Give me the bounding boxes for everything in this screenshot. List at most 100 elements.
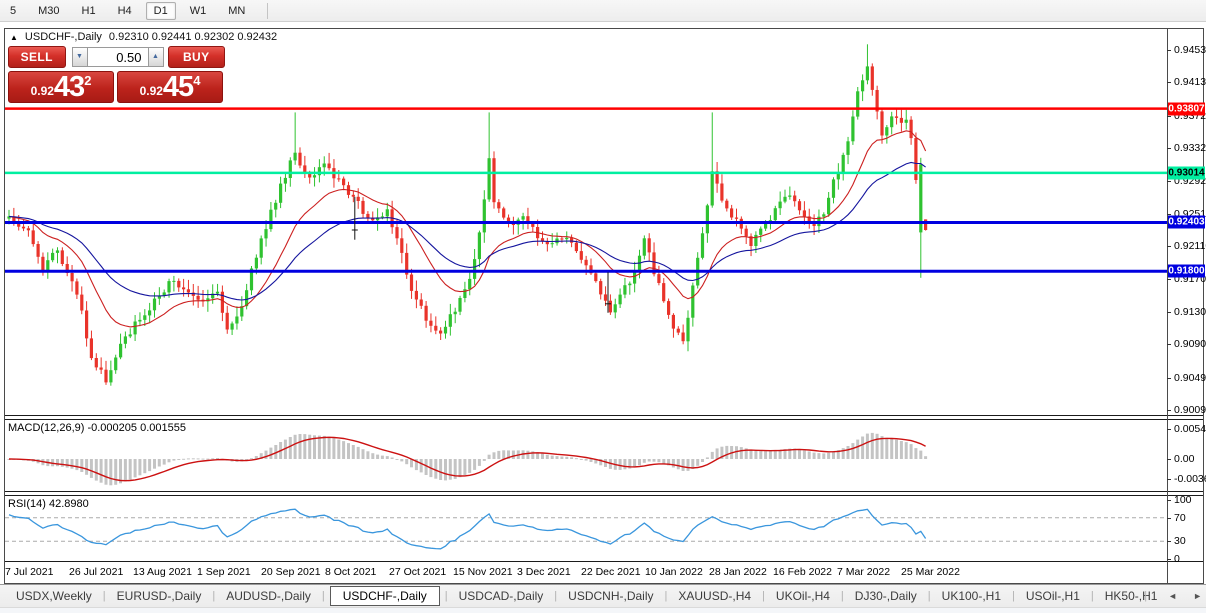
tab-scroll-left-icon[interactable]: ◄ — [1168, 591, 1178, 601]
axis-tick-mark — [1167, 50, 1171, 51]
date-tick-label: 22 Dec 2021 — [581, 566, 641, 578]
axis-tick-mark — [1167, 479, 1171, 481]
axis-tick-mark — [1167, 517, 1171, 519]
panel-separator[interactable] — [5, 415, 1203, 416]
tab-audusd-daily[interactable]: AUDUSD-,Daily — [226, 589, 311, 603]
axis-tick-mark — [1167, 500, 1171, 501]
chart-tab-bar: USDX,Weekly | EURUSD-,Daily | AUDUSD-,Daily |… — [0, 584, 1206, 607]
date-tick-label: 10 Jan 2022 — [645, 566, 703, 578]
volume-input[interactable] — [87, 47, 148, 67]
panel-separator — [5, 561, 1203, 562]
buy-price-big: 45 — [162, 70, 194, 103]
tab-usdchf-daily[interactable]: USDCHF-,Daily — [329, 586, 440, 606]
tab-hk50-h1[interactable]: HK50-,H1 — [1104, 589, 1158, 603]
tab-divider: | — [102, 590, 106, 602]
buy-button[interactable]: BUY — [167, 46, 225, 68]
date-tick-label: 26 Jul 2021 — [69, 566, 124, 578]
timeframe-button-h4[interactable]: H4 — [117, 4, 132, 17]
panel-separator[interactable] — [5, 491, 1203, 492]
macd-tick-label: 0.00 — [1174, 453, 1195, 465]
tab-eurusd-daily[interactable]: EURUSD-,Daily — [116, 589, 202, 603]
panel-separator[interactable] — [5, 495, 1203, 496]
tab-usdx-weekly[interactable]: USDX,Weekly — [16, 589, 92, 603]
chart-title: ▲ USDCHF-,Daily 0.92310 0.92441 0.92302 … — [10, 31, 277, 43]
tab-divider: | — [444, 590, 448, 602]
timeframe-button-w1[interactable]: W1 — [189, 4, 207, 17]
tab-divider: | — [840, 590, 844, 602]
tab-scroll-right-icon[interactable]: ► — [1193, 591, 1202, 601]
axis-tick-mark — [1167, 148, 1171, 150]
timeframe-button-5[interactable]: 5 — [10, 4, 17, 17]
main-price-chart[interactable] — [5, 29, 1167, 415]
sell-price-big: 43 — [53, 70, 85, 103]
moving-average-36 — [8, 161, 926, 301]
price-axis[interactable]: 0.945300.941300.937200.933200.929200.925… — [1167, 0, 1206, 584]
tab-usdcnh-daily[interactable]: USDCNH-,Daily — [568, 589, 654, 603]
date-axis[interactable]: 7 Jul 2021 26 Jul 2021 13 Aug 2021 1 Sep 20… — [5, 565, 1167, 581]
tab-usdcad-daily[interactable]: USDCAD-,Daily — [458, 589, 544, 603]
date-tick-label: 20 Sep 2021 — [261, 566, 321, 578]
date-tick-label: 16 Feb 2022 — [773, 566, 832, 578]
timeframe-button-m30[interactable]: M30 — [38, 4, 60, 17]
price-level-badge: 0.92403 — [1168, 215, 1205, 229]
date-tick-label: 13 Aug 2021 — [133, 566, 192, 578]
date-tick-label: 28 Jan 2022 — [709, 566, 767, 578]
rsi-tick-label: 100 — [1174, 494, 1192, 506]
axis-tick-mark — [1167, 115, 1171, 117]
tab-xauusd-h4[interactable]: XAUUSD-,H4 — [678, 589, 752, 603]
sell-button[interactable]: SELL — [8, 46, 66, 68]
macd-signal-line — [8, 436, 926, 482]
axis-tick-mark — [1167, 311, 1171, 313]
rsi-indicator-panel[interactable] — [5, 496, 1167, 561]
axis-tick-mark — [1167, 541, 1171, 543]
tab-ukoil-h4[interactable]: UKOil-,H4 — [775, 589, 830, 603]
tab-divider: | — [1144, 590, 1148, 602]
tab-divider: | — [554, 590, 558, 602]
rsi-tick-label: 30 — [1174, 535, 1186, 548]
volume-increase-icon[interactable]: ▲ — [147, 47, 164, 67]
sell-price-small: 0.92 — [30, 84, 54, 98]
macd-histogram — [7, 432, 928, 486]
timeframe-button-h1[interactable]: H1 — [81, 4, 96, 17]
timeframe-toolbar: 5 M30 H1 H4 D1 W1 MN — [0, 0, 1206, 22]
collapse-panel-icon[interactable]: ▲ — [10, 32, 18, 42]
timeframe-button-mn[interactable]: MN — [228, 4, 246, 17]
axis-tick-mark — [1167, 344, 1171, 346]
rsi-tick-label: 70 — [1174, 511, 1186, 524]
macd-tick-label: -0.00364 — [1174, 473, 1206, 486]
date-tick-label: 8 Oct 2021 — [325, 566, 377, 578]
tab-usoil-h1[interactable]: USOil-,H1 — [1025, 589, 1080, 603]
tab-divider: | — [762, 590, 765, 602]
macd-indicator-panel[interactable] — [5, 420, 1167, 491]
axis-tick-mark — [1167, 279, 1171, 281]
candlestick-series — [5, 44, 1167, 386]
tab-uk100-h1[interactable]: UK100-,H1 — [941, 589, 1002, 603]
tab-divider: | — [664, 590, 668, 602]
buy-price-sup: 4 — [193, 73, 201, 88]
panel-separator[interactable] — [5, 419, 1203, 420]
one-click-trading-panel: SELL ▼ ▲ BUY 0.92 43 2 0.92 45 4 — [8, 45, 225, 103]
status-strip — [0, 607, 1206, 613]
buy-price-button[interactable]: 0.92 45 4 — [117, 71, 223, 103]
tab-divider: | — [1090, 590, 1094, 602]
tab-dj30-daily[interactable]: DJ30-,Daily — [854, 589, 917, 603]
macd-tick-label: 0.005489 — [1174, 422, 1206, 435]
sell-price-button[interactable]: 0.92 43 2 — [8, 71, 114, 103]
sell-price-sup: 2 — [84, 73, 92, 88]
date-tick-label: 15 Nov 2021 — [453, 566, 513, 578]
rsi-series — [5, 508, 1167, 550]
moving-average-16 — [8, 130, 927, 328]
timeframe-button-d1[interactable]: D1 — [145, 1, 176, 20]
chart-tabs: USDX,Weekly | EURUSD-,Daily | AUDUSD-,Daily |… — [0, 586, 1163, 606]
price-level-badge: 0.93014 — [1168, 166, 1205, 180]
date-tick-label: 1 Sep 2021 — [197, 566, 251, 578]
volume-decrease-icon[interactable]: ▼ — [71, 47, 88, 67]
tab-divider: | — [927, 590, 931, 602]
ohlc-values: 0.92310 0.92441 0.92302 0.92432 — [108, 31, 278, 43]
toolbar-separator — [267, 2, 269, 19]
